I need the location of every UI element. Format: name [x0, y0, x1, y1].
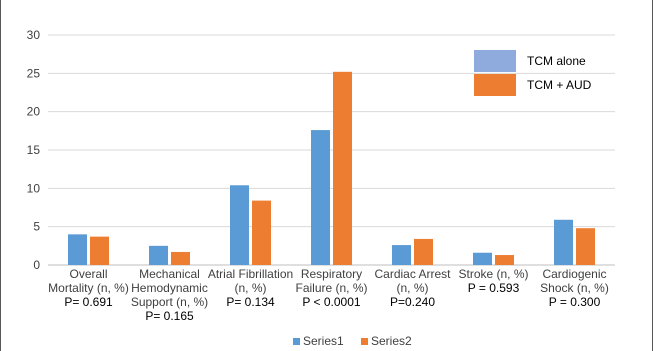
category-label: Cardiogenic	[542, 267, 606, 281]
bars	[68, 71, 595, 265]
legend-swatch	[474, 50, 516, 72]
bar-series1	[311, 130, 330, 265]
legend-label: Series2	[371, 334, 412, 348]
y-tick-label: 0	[33, 258, 40, 272]
category-label: Stroke (n, %)	[458, 267, 528, 281]
y-tick-label: 20	[27, 105, 41, 119]
p-value-label: P= 0.691	[64, 295, 113, 309]
category-label: Mortality (n, %)	[48, 281, 129, 295]
p-value-label: P = 0.300	[549, 295, 601, 309]
p-value-label: P= 0.165	[145, 309, 194, 323]
bar-series2	[333, 71, 352, 265]
p-value-label: P = 0.593	[468, 281, 520, 295]
y-tick-label: 10	[27, 181, 41, 195]
category-label: Cardiac Arrest	[374, 267, 451, 281]
legend-label: TCM alone	[527, 54, 586, 68]
bar-series1	[149, 245, 168, 265]
category-label: Mechanical	[139, 267, 200, 281]
bar-series2	[252, 200, 271, 265]
category-label: (n, %)	[234, 281, 266, 295]
category-label: Respiratory	[301, 267, 362, 281]
legend-label: Series1	[303, 334, 344, 348]
bar-series1	[554, 219, 573, 265]
category-label: Shock (n, %)	[540, 281, 609, 295]
bar-series1	[392, 245, 411, 265]
bar-series1	[68, 234, 87, 265]
y-tick-label: 25	[27, 66, 41, 80]
y-tick-label: 30	[27, 28, 41, 42]
bar-series2	[90, 236, 109, 265]
category-label: Overall	[69, 267, 107, 281]
gridlines	[48, 34, 615, 266]
y-tick-label: 15	[27, 143, 41, 157]
bar-series2	[414, 238, 433, 265]
legend-swatch	[361, 338, 368, 345]
legend-label: TCM + AUD	[527, 78, 592, 92]
p-value-label: P < 0.0001	[302, 295, 360, 309]
category-label: Failure (n, %)	[295, 281, 367, 295]
legend-bottom: Series1 Series2	[293, 334, 412, 348]
legend-top-right: TCM alone TCM + AUD	[474, 50, 592, 96]
category-label: Atrial Fibrillation	[208, 267, 293, 281]
legend-swatch	[474, 74, 516, 96]
category-label: Hemodynamic	[131, 281, 208, 295]
bar-series2	[495, 255, 514, 265]
bar-series2	[171, 251, 190, 265]
bar-series2	[576, 228, 595, 265]
bar-series1	[230, 185, 249, 265]
y-tick-label: 5	[33, 220, 40, 234]
category-label: (n, %)	[396, 281, 428, 295]
p-value-label: P=0.240	[390, 295, 435, 309]
bar-series1	[473, 252, 492, 265]
category-label: Support (n, %)	[131, 295, 208, 309]
legend-swatch	[293, 338, 300, 345]
y-axis-ticks: 0 5 10 15 20 25 30	[27, 28, 41, 272]
p-value-label: P= 0.134	[226, 295, 275, 309]
